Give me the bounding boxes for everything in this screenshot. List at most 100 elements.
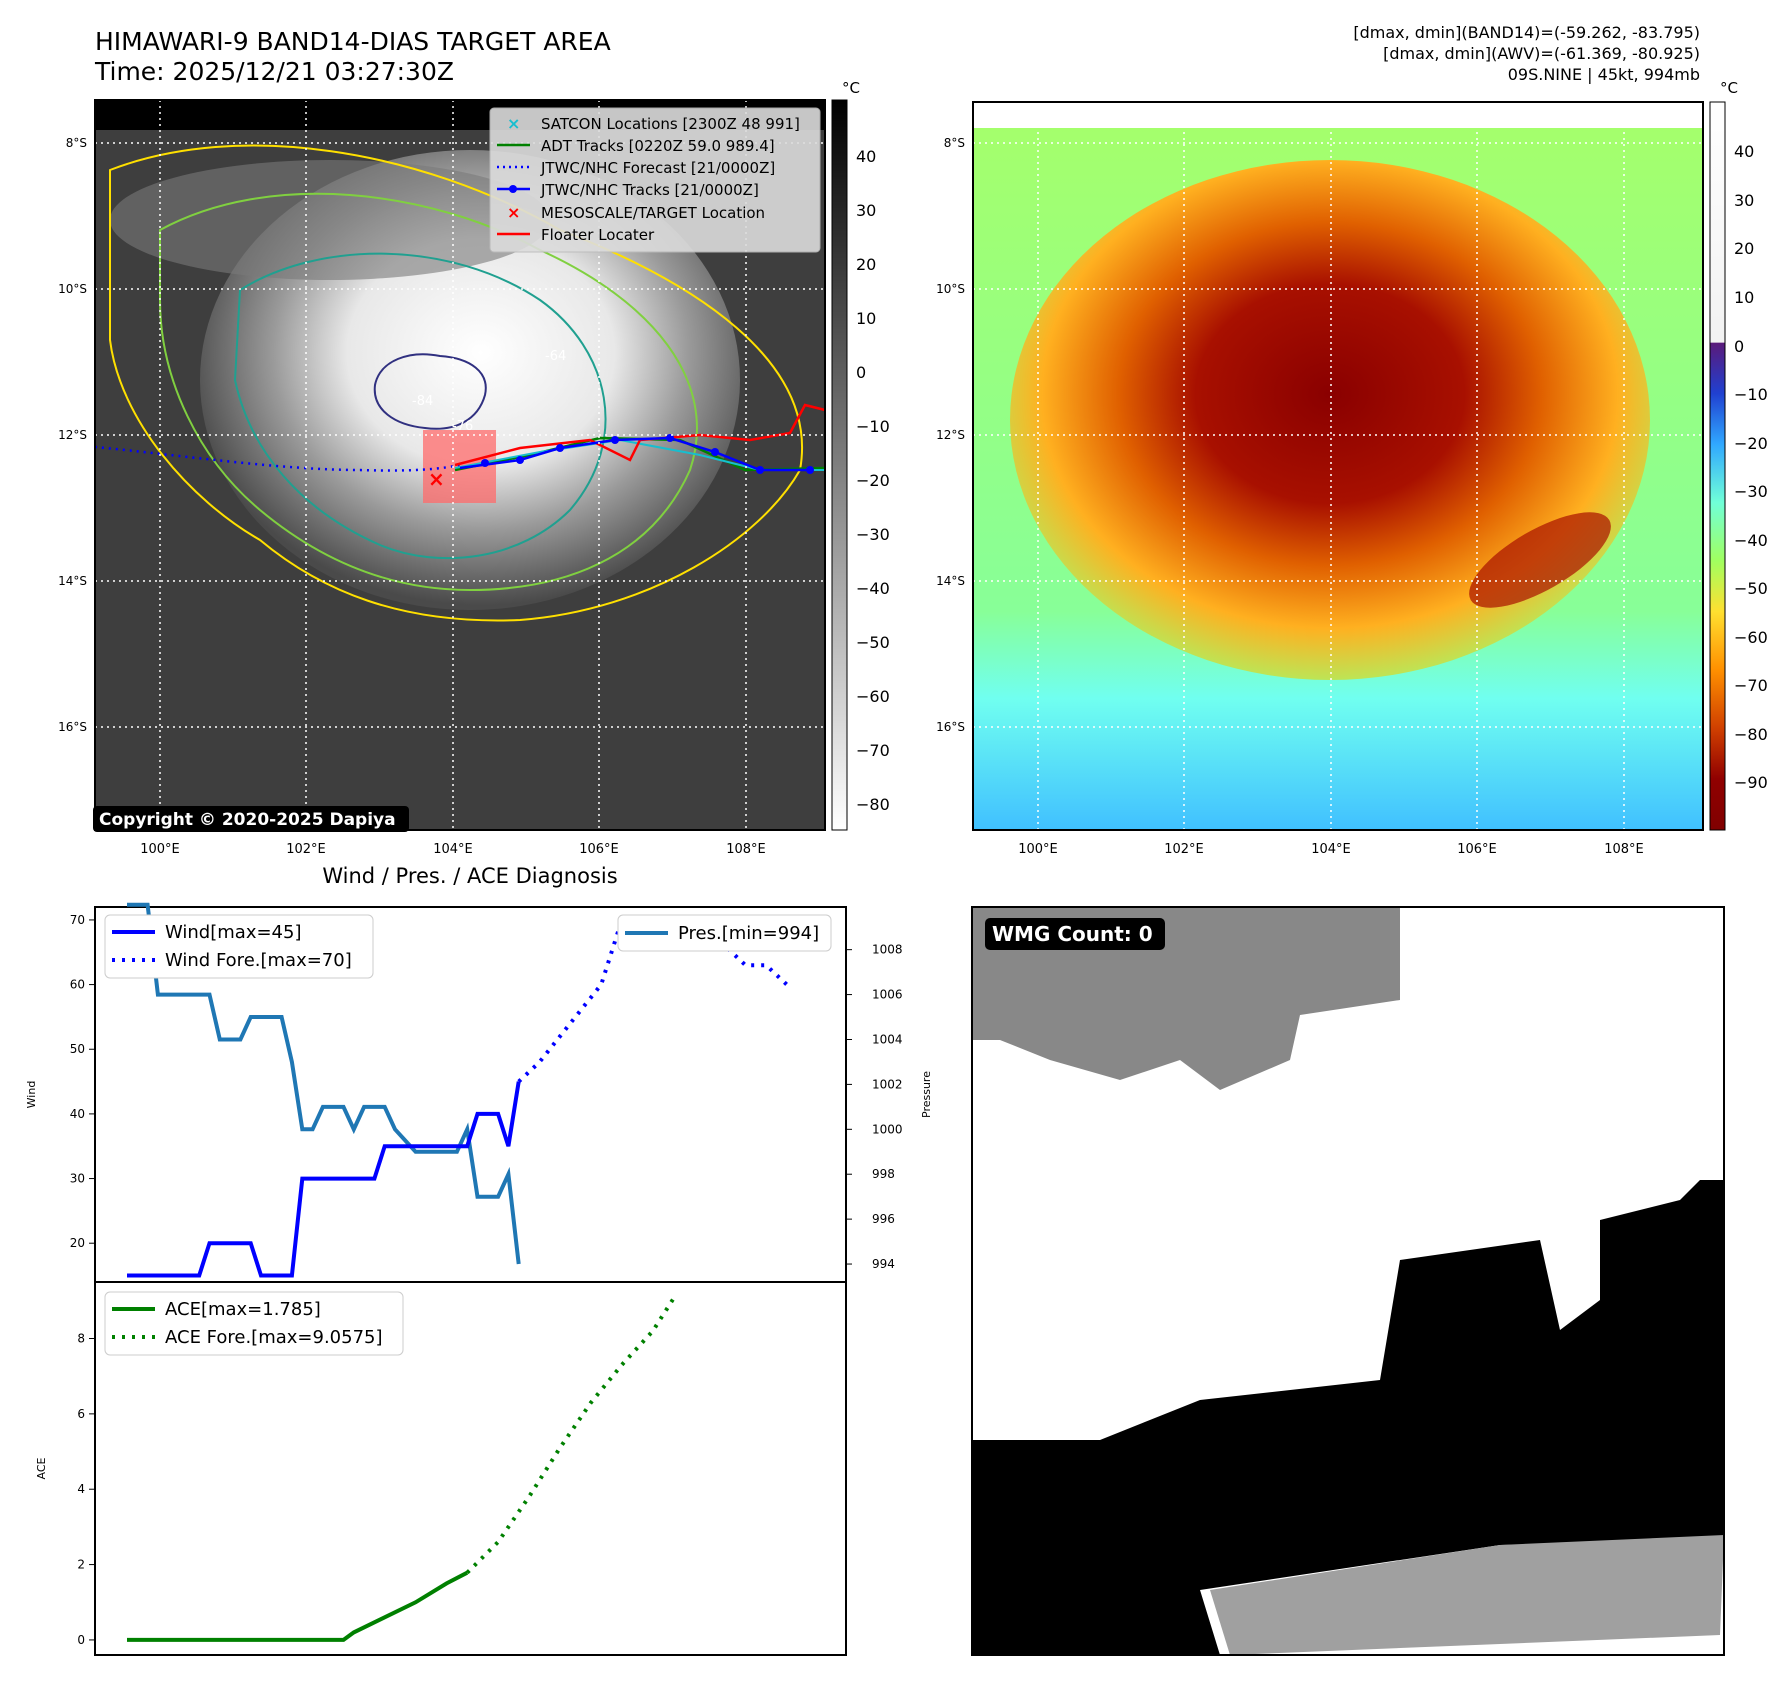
- wv-colorbar-tick: 20: [1734, 239, 1754, 258]
- ace-ytick-label: 6: [77, 1407, 85, 1421]
- legend-label-target: MESOSCALE/TARGET Location: [541, 204, 765, 222]
- wv-colorbar-gradient: [1709, 101, 1726, 831]
- wmg-panel: WMG Count: 0: [971, 906, 1725, 1656]
- wind-ytick-label: 70: [70, 913, 85, 927]
- copyright-text: Copyright © 2020-2025 Dapiya: [99, 810, 396, 830]
- wmg-frame: [971, 906, 1725, 1656]
- ace-ytick-label: 8: [77, 1332, 85, 1346]
- wv-colorbar-tick: 40: [1734, 142, 1754, 161]
- ir-colorbar-tick: −40: [856, 579, 890, 598]
- wv-colorbar-tick: −80: [1734, 725, 1768, 744]
- wv-colorbar-tick: 0: [1734, 337, 1744, 356]
- wv-map-nodata-top: [973, 102, 1703, 128]
- wv-lat-label: 14°S: [936, 574, 965, 588]
- wv-colorbar-tick: −70: [1734, 676, 1768, 695]
- wv-colorbar-unit: °C: [1720, 79, 1738, 97]
- pressure-series-line: [127, 902, 521, 1265]
- wv-lat-label: 12°S: [936, 428, 965, 442]
- wmg-gray-region-south: [1210, 1535, 1724, 1655]
- ir-colorbar-tick: −70: [856, 741, 890, 760]
- wind-legend-box: [104, 914, 374, 979]
- ir-colorbar-unit: °C: [842, 79, 860, 97]
- wind-ylabel: Wind: [25, 1081, 38, 1109]
- map-legend-box: [489, 107, 821, 253]
- wv-storm-core: [1010, 160, 1650, 680]
- ir-lon-label: 100°E: [140, 842, 180, 857]
- wv-colorbar-tick: −40: [1734, 531, 1768, 550]
- ace-ytick-label: 0: [77, 1633, 85, 1647]
- jtwc-track-point: [516, 456, 524, 464]
- ir-colorbar-gradient: [831, 99, 848, 831]
- wv-lon-label: 100°E: [1018, 842, 1058, 857]
- legend-tracks-dot: [509, 185, 517, 193]
- ace-legend-label: ACE[max=1.785]: [165, 1299, 321, 1320]
- wind-forecast-legend-label: Wind Fore.[max=70]: [165, 950, 352, 971]
- contour-teal: [233, 252, 607, 560]
- ir-lon-label: 104°E: [433, 842, 473, 857]
- wind-series-line: [127, 1081, 521, 1278]
- wv-lon-label: 104°E: [1311, 842, 1351, 857]
- legend-label-adt: ADT Tracks [0220Z 59.0 989.4]: [541, 137, 775, 155]
- wv-colorbar-tick: 30: [1734, 191, 1754, 210]
- ir-colorbar-tick: −20: [856, 471, 890, 490]
- wind-legend: Wind[max=45] Wind Fore.[max=70]: [104, 914, 374, 979]
- ace-forecast-legend-label: ACE Fore.[max=9.0575]: [165, 1327, 383, 1348]
- pressure-legend-box: [617, 914, 832, 952]
- wind-forecast-series-line: [517, 917, 789, 1084]
- wv-colorbar: °C 40 30 20 10 0 −10 −20 −30 −40 −50 −60…: [1709, 79, 1768, 831]
- ir-map-frame: [94, 99, 826, 831]
- ace-ytick-label: 4: [77, 1482, 85, 1496]
- jtwc-track-point: [711, 448, 719, 456]
- ace-ylabel: ACE: [35, 1457, 48, 1479]
- ir-colorbar-tick: 10: [856, 309, 876, 328]
- wind-ytick-label: 60: [70, 978, 85, 992]
- jtwc-track-point: [666, 434, 674, 442]
- ace-axes-frame: [94, 1281, 847, 1656]
- wv-lon-label: 108°E: [1604, 842, 1644, 857]
- wv-colorbar-tick: −30: [1734, 482, 1768, 501]
- ir-colorbar-tick: −60: [856, 687, 890, 706]
- jtwc-track-point: [611, 436, 619, 444]
- pressure-ytick-label: 1008: [872, 943, 903, 957]
- pressure-ytick-label: 1006: [872, 988, 903, 1002]
- legend-label-floater: Floater Locater: [541, 226, 655, 244]
- ace-forecast-series-line: [465, 1297, 676, 1575]
- legend-label-forecast: JTWC/NHC Forecast [21/0000Z]: [540, 159, 775, 177]
- figure-title: HIMAWARI-9 BAND14-DIAS TARGET AREA: [95, 27, 611, 56]
- jtwc-track: [459, 436, 810, 472]
- ir-map-panel: -84 -76 -64 ×: [58, 99, 826, 857]
- wind-legend-label: Wind[max=45]: [165, 922, 302, 943]
- ir-lon-label: 106°E: [579, 842, 619, 857]
- ir-lon-label: 102°E: [286, 842, 326, 857]
- ir-lat-label: 10°S: [58, 282, 87, 296]
- contour-lightgreen: [159, 192, 698, 592]
- ace-series-line: [127, 1570, 469, 1642]
- ir-lat-label: 14°S: [58, 574, 87, 588]
- wv-map-frame: [972, 101, 1704, 831]
- contour-label-64: -64: [545, 349, 566, 364]
- contour-yellow: [109, 144, 803, 622]
- legend-label-satcon: SATCON Locations [2300Z 48 991]: [541, 115, 800, 133]
- info-awv: [dmax, dmin](AWV)=(-61.369, -80.925): [1383, 44, 1700, 63]
- legend-label-tracks: JTWC/NHC Tracks [21/0000Z]: [540, 181, 759, 199]
- pressure-ytick-label: 1000: [872, 1122, 903, 1136]
- legend-target-marker: ×: [507, 203, 520, 222]
- ir-lon-label: 108°E: [726, 842, 766, 857]
- wv-colorbar-tick: −10: [1734, 385, 1768, 404]
- diagnosis-title: Wind / Pres. / ACE Diagnosis: [322, 864, 617, 888]
- pressure-ytick-label: 996: [872, 1212, 895, 1226]
- wv-lon-label: 106°E: [1457, 842, 1497, 857]
- ir-colorbar-tick: −30: [856, 525, 890, 544]
- pressure-ytick-label: 1004: [872, 1032, 903, 1046]
- ir-colorbar-tick: 20: [856, 255, 876, 274]
- wv-colorbar-tick: 10: [1734, 288, 1754, 307]
- pressure-ytick-label: 998: [872, 1167, 895, 1181]
- contour-label-84: -84: [412, 394, 433, 409]
- wmg-black-region: [972, 1180, 1724, 1655]
- wmg-gray-region-north: [972, 907, 1400, 1090]
- wv-rainband-south: [1469, 512, 1611, 608]
- ace-legend: ACE[max=1.785] ACE Fore.[max=9.0575]: [104, 1291, 404, 1356]
- pressure-ytick-label: 994: [872, 1257, 895, 1271]
- ir-colorbar: °C 40 30 20 10 0 −10 −20 −30 −40 −50 −60…: [831, 79, 890, 831]
- jtwc-track-point: [756, 466, 764, 474]
